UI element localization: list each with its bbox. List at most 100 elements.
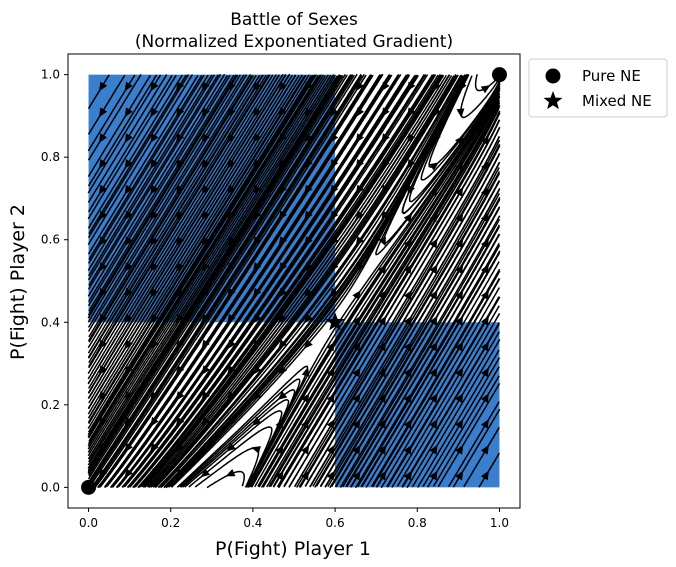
streamline-arrow	[455, 341, 464, 352]
streamline-arrow	[329, 262, 339, 272]
streamline	[376, 278, 501, 488]
streamline-arrow	[407, 133, 416, 143]
x-axis-label: P(Fight) Player 1	[215, 538, 371, 560]
streamline	[294, 135, 501, 487]
streamline	[116, 74, 400, 488]
streamline-arrow	[407, 81, 416, 92]
streamline	[143, 74, 443, 488]
streamline	[87, 75, 339, 469]
streamline	[380, 287, 501, 489]
streamline	[87, 74, 162, 194]
streamline	[87, 75, 306, 424]
streamline-arrow	[378, 341, 387, 352]
pure-ne-marker	[491, 67, 507, 83]
streamline-arrow	[150, 133, 159, 143]
streamline-arrow	[455, 419, 464, 429]
streamline	[87, 74, 290, 399]
streamline-arrow	[481, 135, 489, 145]
streamline	[88, 73, 252, 338]
streamline	[137, 74, 434, 489]
streamline	[88, 74, 293, 404]
streamline-arrow	[455, 238, 464, 249]
streamline-arrow	[429, 162, 439, 171]
y-tick-label: 0.2	[41, 398, 60, 412]
streamline	[128, 74, 418, 488]
streamline-arrow	[378, 393, 387, 403]
streamline-arrow	[432, 81, 441, 92]
streamline	[361, 252, 501, 488]
streamline	[129, 74, 419, 488]
x-tick-label: 1.0	[490, 516, 509, 530]
streamline	[87, 74, 287, 394]
streamline-arrow	[407, 107, 416, 118]
streamline	[87, 75, 313, 433]
chart-title-line2: (Normalized Exponentiated Gradient)	[135, 32, 453, 52]
streamline-arrow	[201, 107, 210, 118]
streamline	[357, 244, 501, 488]
streamline	[88, 74, 354, 485]
streamline	[87, 74, 316, 438]
streamline	[247, 85, 501, 488]
streamline-arrow	[227, 210, 236, 221]
streamline	[154, 75, 458, 488]
y-tick-label: 0.4	[41, 315, 60, 329]
x-tick-label: 0.2	[161, 516, 180, 530]
streamline-arrow	[278, 81, 287, 92]
streamline-arrow	[99, 107, 108, 118]
x-tick-label: 0.8	[408, 516, 427, 530]
streamline-arrow	[150, 81, 159, 92]
streamline	[88, 74, 307, 425]
streamline-arrow	[403, 212, 413, 223]
streamline	[257, 92, 500, 487]
streamline	[93, 73, 365, 488]
streamline-arrow	[124, 133, 133, 143]
streamline-arrow	[201, 81, 210, 92]
streamline-arrow	[403, 444, 412, 455]
streamline	[88, 74, 317, 439]
streamline	[299, 145, 501, 488]
streamline-arrow	[176, 81, 185, 92]
streamline-arrow	[381, 159, 390, 169]
streamline-arrow	[227, 159, 236, 169]
streamline	[386, 296, 501, 488]
streamline	[474, 74, 499, 92]
streamline	[87, 73, 222, 290]
streamline-arrow	[201, 236, 210, 247]
streamline	[160, 75, 464, 489]
streamline	[88, 74, 203, 261]
streamline-arrow	[253, 184, 262, 195]
streamline-arrow	[99, 184, 108, 195]
streamline	[87, 74, 152, 177]
streamline	[288, 126, 501, 488]
streamline	[460, 75, 500, 119]
streamline	[406, 331, 501, 489]
streamline	[391, 305, 500, 488]
streamline	[133, 74, 426, 488]
streamline	[88, 73, 347, 477]
streamline-arrow	[201, 442, 211, 452]
legend-mixed-ne-star	[543, 91, 563, 110]
streamline-arrow	[429, 238, 438, 249]
streamline	[91, 73, 358, 485]
streamline-arrow	[176, 184, 185, 195]
streamline-arrow	[378, 444, 387, 455]
streamline	[312, 167, 500, 487]
streamline	[87, 74, 237, 316]
streamline-arrow	[455, 264, 464, 274]
streamline	[123, 74, 410, 488]
streamline	[87, 75, 253, 342]
streamline	[87, 74, 245, 328]
streamline	[345, 224, 501, 488]
streamline-arrow	[227, 107, 236, 118]
streamline	[142, 74, 441, 488]
streamline-arrow	[429, 212, 438, 223]
streamline-arrow	[480, 186, 489, 197]
streamline	[146, 74, 447, 488]
streamline-arrow	[226, 442, 236, 452]
streamline	[87, 74, 261, 354]
streamline-arrow	[352, 290, 361, 300]
streamline	[437, 383, 501, 488]
streamline-arrow	[304, 262, 313, 272]
streamline	[327, 193, 500, 487]
